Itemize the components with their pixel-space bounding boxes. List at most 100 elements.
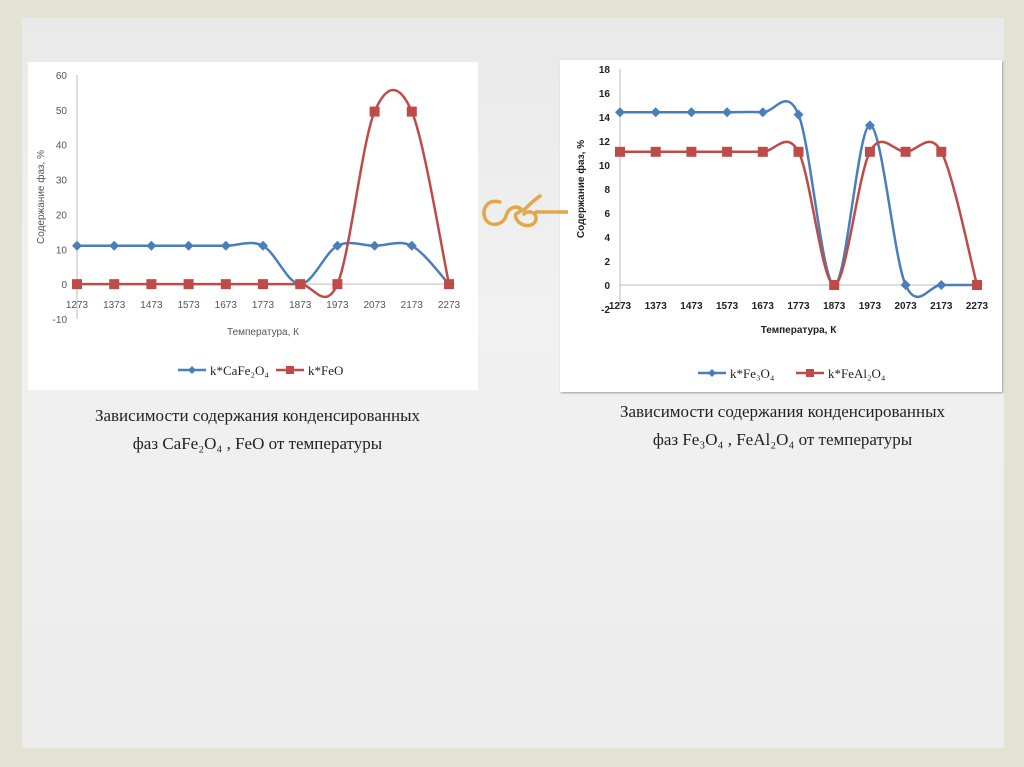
legend-label: k*FeO [308, 363, 343, 378]
y-tick-label: 10 [56, 245, 68, 256]
x-tick-label: 1273 [609, 301, 632, 312]
y-tick-label: 50 [56, 106, 68, 117]
data-point-square [332, 279, 343, 290]
y-tick-label: 2 [604, 257, 610, 268]
data-point-square [295, 279, 306, 290]
y-tick-label: -10 [53, 315, 68, 326]
series-line-1 [620, 140, 979, 287]
y-tick-label: 8 [604, 185, 610, 196]
series-line-0 [620, 100, 977, 299]
legend-marker-square [806, 369, 814, 377]
data-point-diamond [900, 280, 911, 290]
data-point-diamond [686, 107, 697, 118]
x-axis-title: Температура, К [761, 325, 838, 336]
data-point-diamond [615, 107, 625, 118]
y-tick-label: -2 [601, 305, 610, 316]
caption-left: Зависимости содержания конденсированных … [20, 402, 495, 458]
x-tick-label: 1873 [289, 300, 312, 311]
y-tick-label: 10 [599, 161, 611, 172]
data-point-diamond [146, 240, 157, 251]
x-tick-label: 1373 [103, 300, 126, 311]
data-point-diamond [650, 107, 661, 118]
data-point-diamond [220, 240, 231, 251]
legend-label: k*Fe₃O₄ [730, 366, 775, 381]
data-point-diamond [757, 107, 768, 118]
data-point-square [829, 280, 840, 290]
y-tick-label: 30 [56, 176, 68, 187]
data-point-square [686, 146, 697, 157]
data-point-square [757, 146, 768, 157]
data-point-square [793, 146, 804, 157]
y-tick-label: 18 [599, 65, 611, 76]
chart-fe3o4-feal2o4: 18 16 14 12 10 8 6 4 2 0 -2 1273 1373 1473 1573 1673 177… [560, 60, 1002, 392]
data-point-square [972, 280, 982, 290]
y-axis-title: Содержание фаз, % [575, 140, 587, 238]
caption-right: Зависимости содержания конденсированных … [545, 398, 1020, 454]
data-point-square [864, 146, 875, 157]
data-point-square [615, 146, 625, 157]
legend-marker-square [286, 366, 294, 374]
legend-marker-diamond [708, 369, 716, 377]
x-tick-label: 2273 [966, 301, 989, 312]
x-tick-label: 1573 [177, 300, 200, 311]
y-axis-title: Содержание фаз, % [35, 150, 47, 244]
data-point-diamond [258, 240, 268, 251]
y-tick-label: 0 [604, 281, 610, 292]
x-tick-label: 2073 [363, 300, 386, 311]
x-tick-label: 1673 [215, 300, 238, 311]
data-point-diamond [406, 240, 417, 251]
x-tick-label: 1573 [716, 301, 739, 312]
x-tick-label: 2273 [438, 300, 461, 311]
x-tick-label: 1773 [252, 300, 275, 311]
data-point-square [936, 146, 947, 157]
y-tick-label: 14 [599, 113, 611, 124]
data-point-square [406, 106, 417, 117]
data-point-square [258, 279, 268, 290]
y-tick-label: 60 [56, 71, 68, 82]
data-point-square [900, 146, 911, 157]
x-axis-title: Температура, К [227, 327, 299, 338]
data-point-diamond [183, 240, 194, 251]
ornament-icon [482, 194, 568, 228]
x-tick-label: 1273 [66, 300, 89, 311]
x-tick-label: 1673 [752, 301, 775, 312]
x-tick-label: 1373 [645, 301, 668, 312]
legend-label: k*FeAl₂O₄ [828, 366, 886, 381]
caption-line: фаз CaFe₂O₄ , FeO от температуры [132, 434, 383, 453]
y-tick-label: 12 [599, 137, 611, 148]
x-tick-label: 1773 [787, 301, 810, 312]
data-point-square [444, 279, 454, 290]
data-point-square [109, 279, 120, 290]
data-point-square [72, 279, 82, 290]
data-point-diamond [72, 240, 82, 251]
chart-svg: 60 50 40 30 20 10 0 -10 1273 1373 1473 1573 1673 1773… [35, 71, 461, 378]
x-tick-label: 1473 [140, 300, 163, 311]
data-point-square [220, 279, 231, 290]
x-tick-label: 1973 [326, 300, 349, 311]
data-point-diamond [722, 107, 733, 118]
data-point-square [369, 106, 380, 117]
data-point-square [650, 146, 661, 157]
y-tick-label: 16 [599, 89, 611, 100]
data-point-square [146, 279, 157, 290]
chart-cafe2o4-feo: 60 50 40 30 20 10 0 -10 1273 1373 1473 1573 1673 1773… [28, 62, 478, 390]
x-tick-label: 2173 [930, 301, 953, 312]
data-point-diamond [109, 240, 120, 251]
x-tick-label: 2173 [401, 300, 424, 311]
y-tick-label: 20 [56, 210, 68, 221]
legend-label: k*CaFe₂O₄ [210, 363, 269, 378]
series-line-1 [76, 89, 451, 299]
data-point-square [722, 146, 733, 157]
data-point-diamond [864, 120, 875, 131]
caption-line: Зависимости содержания конденсированных [619, 402, 946, 421]
caption-line: фаз Fe₃O₄ , FeAl₂O₄ от температуры [652, 430, 913, 449]
caption-line: Зависимости содержания конденсированных [94, 406, 421, 425]
legend-marker-diamond [188, 366, 196, 374]
x-tick-label: 1473 [680, 301, 703, 312]
x-tick-label: 2073 [894, 301, 917, 312]
y-tick-label: 0 [61, 280, 67, 291]
x-tick-label: 1873 [823, 301, 846, 312]
x-tick-label: 1973 [859, 301, 882, 312]
y-tick-label: 40 [56, 141, 68, 152]
